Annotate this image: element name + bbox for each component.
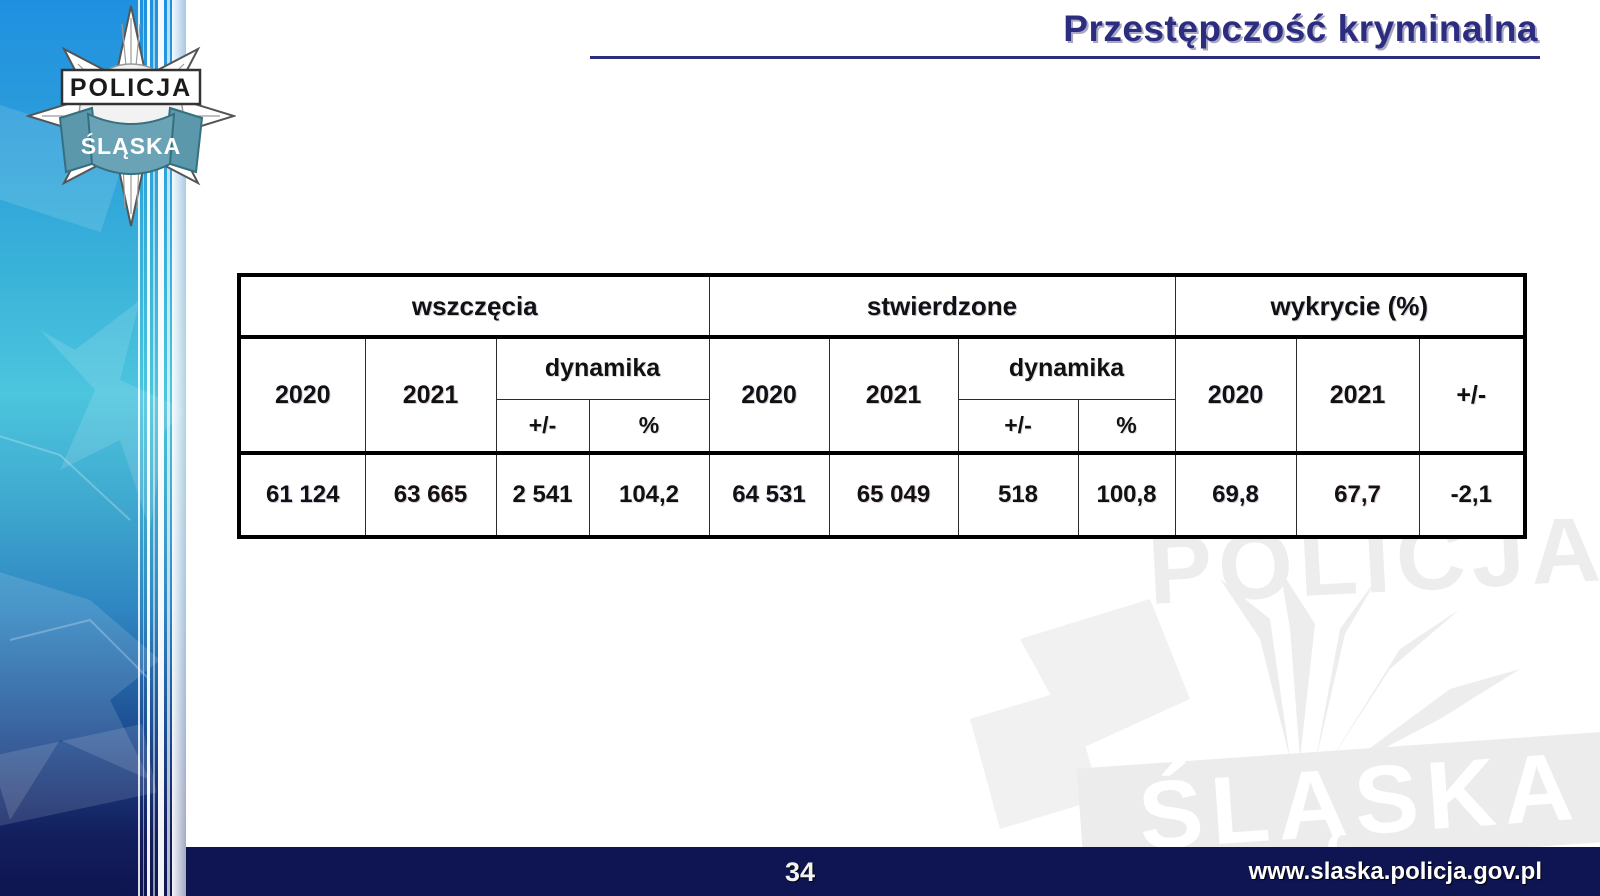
badge-policja-text: POLICJA — [70, 74, 192, 102]
cell-wszczecia-dyn-pct: 104,2 — [588, 451, 710, 538]
header-wykrycie-2021: 2021 — [1295, 336, 1420, 454]
cell-stwierdzone-2020: 64 531 — [708, 451, 830, 538]
subheader-wszczecia-percent: % — [588, 398, 710, 454]
badge-ribbon-center — [86, 112, 176, 175]
vertical-streak — [158, 0, 164, 896]
cell-wszczecia-2021: 63 665 — [364, 451, 497, 538]
title-underline — [590, 56, 1540, 59]
badge-policja-banner — [60, 68, 202, 106]
footer-bar — [0, 847, 1600, 896]
police-badge-logo: POLICJA ŚLĄSKA — [26, 5, 236, 227]
group-header-wykrycie: wykrycie (%) — [1174, 274, 1526, 339]
watermark-slaska-text: ŚLĄSKA — [1135, 733, 1584, 849]
header-wszczecia-2021: 2021 — [364, 336, 497, 454]
cell-wszczecia-2020: 61 124 — [238, 451, 366, 538]
footer-url: www.slaska.policja.gov.pl — [1248, 858, 1542, 885]
header-wykrycie-plus-minus: +/- — [1418, 336, 1526, 454]
cell-wszczecia-dyn-abs: 2 541 — [495, 451, 590, 538]
group-header-wszczecia: wszczęcia — [238, 274, 710, 339]
crime-stats-table: wszczęcia stwierdzone wykrycie (%) 2020 … — [237, 273, 1527, 539]
watermark-ribbon — [1076, 729, 1600, 849]
header-stwierdzone-2020: 2020 — [708, 336, 830, 454]
vertical-streak — [153, 0, 155, 896]
cell-wykrycie-2020: 69,8 — [1174, 451, 1297, 538]
badge-slaska-text: ŚLĄSKA — [81, 132, 182, 159]
cell-stwierdzone-2021: 65 049 — [828, 451, 959, 538]
subheader-stwierdzone-plus-minus: +/- — [957, 398, 1079, 454]
header-stwierdzone-2021: 2021 — [828, 336, 959, 454]
page-number: 34 — [784, 857, 816, 887]
vertical-streak — [138, 0, 140, 896]
cell-stwierdzone-dyn-abs: 518 — [957, 451, 1079, 538]
vertical-streak — [167, 0, 170, 896]
vertical-streak — [172, 0, 186, 896]
page-title: Przestępczość kryminalna — [1063, 8, 1538, 49]
subheader-wszczecia-plus-minus: +/- — [495, 398, 590, 454]
group-header-stwierdzone: stwierdzone — [708, 274, 1176, 339]
cell-stwierdzone-dyn-pct: 100,8 — [1077, 451, 1176, 538]
header-stwierdzone-dynamika: dynamika — [957, 336, 1176, 400]
vertical-streak — [143, 0, 144, 896]
cell-wykrycie-2021: 67,7 — [1295, 451, 1420, 538]
subheader-stwierdzone-percent: % — [1077, 398, 1176, 454]
header-wszczecia-2020: 2020 — [238, 336, 366, 454]
cell-wykrycie-diff: -2,1 — [1418, 451, 1526, 538]
vertical-streak — [147, 0, 150, 896]
header-wykrycie-2020: 2020 — [1174, 336, 1297, 454]
background-watermark: POLICJA ŚLĄSKA — [970, 519, 1600, 849]
header-wszczecia-dynamika: dynamika — [495, 336, 710, 400]
